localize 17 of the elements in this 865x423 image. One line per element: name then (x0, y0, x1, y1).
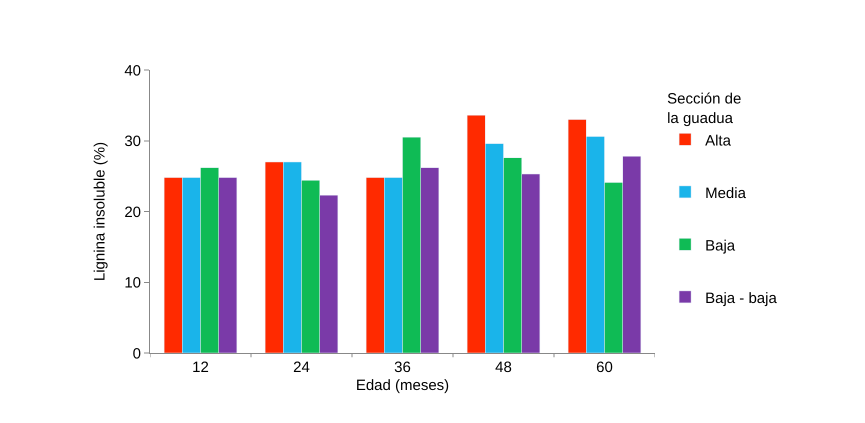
x-tick-label: 60 (596, 359, 613, 376)
y-tick-label: 30 (124, 133, 141, 150)
x-axis-title: Edad (meses) (356, 377, 450, 394)
x-tick-label: 36 (394, 359, 411, 376)
legend-label: Baja (705, 237, 736, 254)
y-tick-label: 0 (132, 345, 141, 362)
y-axis-title: Lignina insoluble (%) (92, 142, 109, 282)
y-tick-label: 40 (124, 62, 141, 80)
y-tick-label: 10 (124, 274, 141, 292)
x-tick-label: 48 (495, 359, 512, 376)
legend-label: Baja - baja (705, 290, 778, 307)
legend-label: Media (705, 184, 747, 202)
legend-label: Alta (705, 132, 732, 150)
x-tick-label: 12 (192, 359, 209, 376)
legend-title: Sección de la guadua (667, 90, 742, 128)
x-tick-label: 24 (293, 359, 310, 376)
y-tick-label: 20 (124, 204, 141, 221)
